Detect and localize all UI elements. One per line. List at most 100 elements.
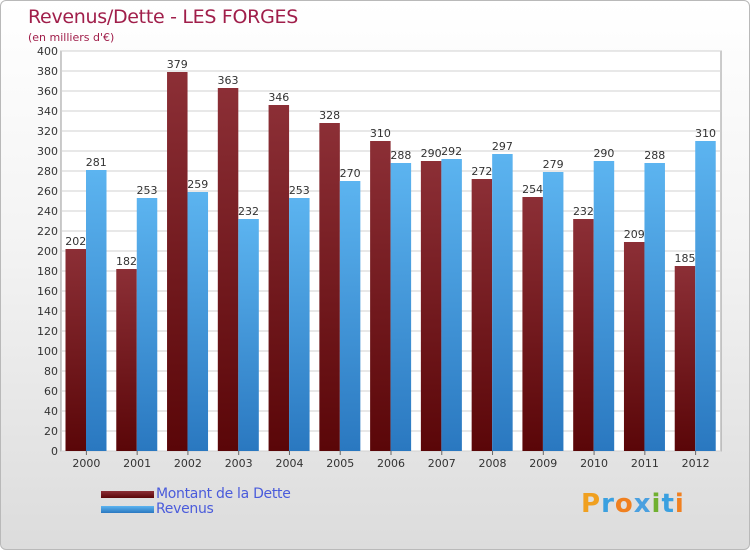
bar-debt — [573, 219, 594, 451]
y-tick-label: 360 — [37, 85, 58, 98]
y-tick-label: 140 — [37, 305, 58, 318]
bar-revenue — [542, 172, 564, 451]
x-tick-label: 2000 — [72, 457, 100, 470]
data-label-revenue: 270 — [340, 167, 361, 180]
bar-debt — [268, 105, 290, 451]
data-label-debt: 310 — [370, 127, 391, 140]
x-tick-label: 2006 — [377, 457, 405, 470]
x-tick-label: 2009 — [529, 457, 557, 470]
data-label-revenue: 310 — [695, 127, 716, 140]
y-tick-label: 340 — [37, 105, 58, 118]
logo-letter: P — [581, 489, 602, 519]
bar-debt — [217, 88, 239, 451]
bar-revenue — [593, 161, 615, 451]
data-label-revenue: 279 — [543, 158, 564, 171]
logo-letter: i — [651, 489, 662, 519]
y-tick-label: 240 — [37, 205, 58, 218]
data-label-revenue: 253 — [289, 184, 310, 197]
y-tick-label: 80 — [44, 365, 58, 378]
data-label-debt: 379 — [167, 58, 188, 71]
y-tick-label: 20 — [44, 425, 58, 438]
y-tick-label: 120 — [37, 325, 58, 338]
x-tick-label: 2004 — [275, 457, 303, 470]
logo-letter: o — [614, 489, 634, 519]
bar-debt — [116, 269, 137, 451]
y-tick-label: 400 — [37, 45, 58, 58]
bar-revenue — [289, 198, 310, 451]
y-tick-label: 380 — [37, 65, 58, 78]
data-label-debt: 202 — [65, 235, 86, 248]
y-tick-label: 300 — [37, 145, 58, 158]
legend-swatch-debt — [101, 491, 154, 498]
chart-subtitle: (en milliers d'€) — [28, 31, 115, 44]
bar-debt — [471, 179, 493, 451]
bar-debt — [370, 141, 391, 451]
bar-debt — [420, 161, 442, 451]
data-label-revenue: 253 — [137, 184, 158, 197]
bar-revenue — [339, 181, 361, 451]
proxiti-logo: Proxiti — [581, 489, 685, 519]
bar-debt — [623, 242, 645, 451]
x-tick-label: 2007 — [428, 457, 456, 470]
logo-letter: i — [674, 489, 685, 519]
data-label-revenue: 232 — [238, 205, 259, 218]
x-tick-label: 2008 — [479, 457, 507, 470]
y-tick-label: 180 — [37, 265, 58, 278]
y-tick-label: 100 — [37, 345, 58, 358]
y-tick-label: 320 — [37, 125, 58, 138]
bar-revenue — [695, 141, 716, 451]
legend-swatch-revenue — [101, 506, 154, 513]
logo-letter: r — [601, 489, 615, 519]
x-tick-label: 2010 — [580, 457, 608, 470]
data-label-debt: 232 — [573, 205, 594, 218]
data-label-debt: 185 — [674, 252, 695, 265]
y-tick-label: 280 — [37, 165, 58, 178]
bar-debt — [319, 123, 340, 451]
bar-debt — [65, 249, 86, 451]
bar-debt — [167, 72, 188, 451]
y-tick-label: 0 — [51, 445, 58, 458]
bar-debt — [522, 197, 543, 451]
legend-label-debt: Montant de la Dette — [156, 486, 291, 502]
chart-title: Revenus/Dette - LES FORGES — [28, 6, 298, 28]
data-label-revenue: 288 — [644, 149, 665, 162]
x-tick-label: 2011 — [631, 457, 659, 470]
data-label-revenue: 288 — [390, 149, 411, 162]
bar-revenue — [86, 170, 107, 451]
y-tick-label: 40 — [44, 405, 58, 418]
logo-letter: x — [633, 489, 652, 519]
data-label-revenue: 281 — [86, 156, 107, 169]
data-label-revenue: 259 — [187, 178, 208, 191]
data-label-debt: 346 — [268, 91, 289, 104]
bar-revenue — [644, 163, 665, 451]
bar-revenue — [238, 219, 259, 451]
y-tick-label: 260 — [37, 185, 58, 198]
x-tick-label: 2001 — [123, 457, 151, 470]
data-label-debt: 363 — [218, 74, 239, 87]
data-label-revenue: 297 — [492, 140, 513, 153]
bar-revenue — [187, 192, 209, 451]
bar-revenue — [136, 198, 158, 451]
y-tick-label: 160 — [37, 285, 58, 298]
y-tick-label: 200 — [37, 245, 58, 258]
y-tick-label: 60 — [44, 385, 58, 398]
bar-revenue — [441, 159, 462, 451]
data-label-debt: 290 — [421, 147, 442, 160]
legend-label-revenue: Revenus — [156, 501, 214, 517]
bar-revenue — [492, 154, 513, 451]
data-label-debt: 328 — [319, 109, 340, 122]
y-tick-label: 220 — [37, 225, 58, 238]
data-label-revenue: 292 — [441, 145, 462, 158]
data-label-revenue: 290 — [593, 147, 614, 160]
x-tick-label: 2003 — [225, 457, 253, 470]
bar-debt — [674, 266, 696, 451]
x-tick-label: 2012 — [682, 457, 710, 470]
bar-revenue — [390, 163, 412, 451]
data-label-debt: 254 — [522, 183, 543, 196]
data-label-debt: 182 — [116, 255, 137, 268]
logo-letter: t — [661, 489, 675, 519]
x-tick-label: 2005 — [326, 457, 354, 470]
data-label-debt: 272 — [471, 165, 492, 178]
